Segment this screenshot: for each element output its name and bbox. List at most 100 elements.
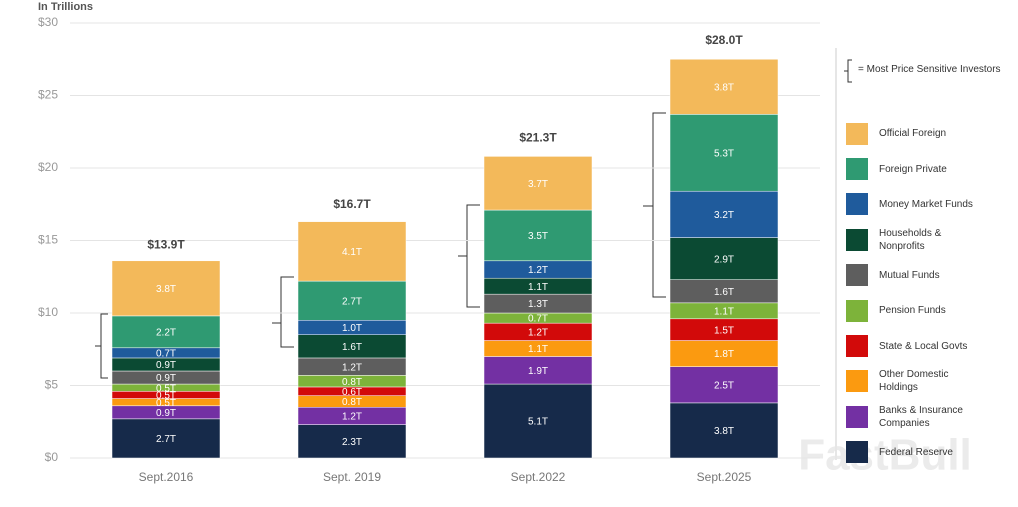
value-label: 0.7T [156, 349, 176, 360]
bar-segment [297, 424, 407, 459]
value-label: 1.6T [342, 342, 362, 353]
legend-label: Households & Nonprofits [879, 227, 942, 252]
value-label: 0.5T [156, 398, 176, 409]
value-label: 0.8T [342, 377, 362, 388]
value-label: 1.1T [714, 306, 734, 317]
legend-label: Federal Reserve [879, 446, 953, 458]
value-label: 2.5T [714, 380, 734, 391]
legend-swatch [846, 158, 868, 181]
value-label: 0.5T [156, 383, 176, 394]
x-tick-label: Sept.2016 [139, 470, 194, 484]
x-tick-label: Sept.2022 [511, 470, 566, 484]
bar-segment [669, 237, 779, 280]
x-tick-label: Sept.2025 [697, 470, 752, 484]
value-label: 1.2T [528, 265, 548, 276]
value-label: 2.7T [342, 296, 362, 307]
value-label: 0.6T [342, 387, 362, 398]
value-label: 1.0T [342, 323, 362, 334]
brackets [95, 112, 666, 379]
value-label: 1.9T [528, 366, 548, 377]
plot: $0$5$10$15$20$25$30Sept.20162.7T0.9T0.5T… [38, 15, 820, 484]
bar-segment [111, 418, 221, 459]
y-tick-label: $5 [45, 378, 59, 392]
value-label: 0.7T [528, 314, 548, 325]
bar-segment [669, 366, 779, 404]
legend-swatch [846, 193, 868, 216]
legend-item: Federal Reserve [846, 435, 1016, 470]
value-label: 2.2T [156, 327, 176, 338]
legend-label: State & Local Govts [879, 340, 968, 352]
value-label: 3.7T [528, 179, 548, 190]
legend-swatch [846, 441, 868, 464]
bar-segment [669, 402, 779, 459]
total-label: $16.7T [333, 197, 371, 211]
legend-swatch [846, 335, 868, 358]
value-label: 2.7T [156, 434, 176, 445]
legend-label: Pension Funds [879, 305, 946, 317]
bar-segment [111, 315, 221, 349]
bar-segment [669, 340, 779, 367]
total-label: $21.3T [519, 130, 557, 144]
legend-label: Other Domestic Holdings [879, 369, 949, 394]
legend-item: Money Market Funds [846, 187, 1016, 222]
value-label: 0.9T [156, 408, 176, 419]
legend-swatch [846, 228, 868, 251]
value-label: 2.9T [714, 254, 734, 265]
total-label: $13.9T [147, 238, 185, 252]
bar-segment [483, 383, 593, 459]
value-label: 1.2T [342, 362, 362, 373]
legend-swatch [846, 370, 868, 393]
legend-item: Mutual Funds [846, 258, 1016, 293]
value-label: 2.3T [342, 437, 362, 448]
bracket [458, 204, 480, 308]
legend-label: Banks & Insurance Companies [879, 404, 963, 429]
legend-swatch [846, 299, 868, 322]
value-label: 0.8T [342, 397, 362, 408]
bracket [95, 313, 108, 379]
legend-swatch [846, 122, 868, 145]
bar-segment [669, 190, 779, 238]
watermark: FastBull [798, 431, 972, 480]
value-label: 1.6T [714, 287, 734, 298]
value-label: 1.5T [714, 325, 734, 336]
bar-segment [669, 114, 779, 192]
bar-segment [483, 356, 593, 385]
value-label: 3.5T [528, 231, 548, 242]
value-label: 1.2T [528, 327, 548, 338]
legend-label: Foreign Private [879, 163, 947, 175]
legend-label: Mutual Funds [879, 269, 940, 281]
x-tick-label: Sept. 2019 [323, 470, 381, 484]
y-tick-label: $0 [45, 450, 59, 464]
value-label: 0.9T [156, 373, 176, 384]
total-label: $28.0T [705, 33, 743, 47]
value-label: 1.2T [342, 412, 362, 423]
value-label: 1.1T [528, 344, 548, 355]
legend-item: State & Local Govts [846, 328, 1016, 363]
legend-swatch [846, 405, 868, 428]
legend-item: Households & Nonprofits [846, 222, 1016, 257]
legend-item: Pension Funds [846, 293, 1016, 328]
legend: Official Foreign Foreign Private Money Mar… [846, 116, 1016, 470]
legend-item: Foreign Private [846, 151, 1016, 186]
legend-item: Banks & Insurance Companies [846, 399, 1016, 434]
bar-segment [669, 59, 779, 115]
bracket [643, 112, 666, 298]
y-tick-label: $15 [38, 233, 58, 247]
bar-segment [483, 156, 593, 211]
value-label: 0.5T [156, 391, 176, 402]
value-label: 3.2T [714, 210, 734, 221]
value-label: 1.8T [714, 349, 734, 360]
value-label: 3.8T [714, 426, 734, 437]
legend-note: = Most Price Sensitive Investors [858, 64, 1001, 75]
value-label: 5.1T [528, 417, 548, 428]
bar-segment [297, 221, 407, 282]
value-label: 5.3T [714, 148, 734, 159]
legend-item: Other Domestic Holdings [846, 364, 1016, 399]
value-label: 0.9T [156, 360, 176, 371]
bar-segment [483, 209, 593, 262]
y-tick-label: $20 [38, 160, 58, 174]
legend-item: Official Foreign [846, 116, 1016, 151]
legend-swatch [846, 264, 868, 287]
